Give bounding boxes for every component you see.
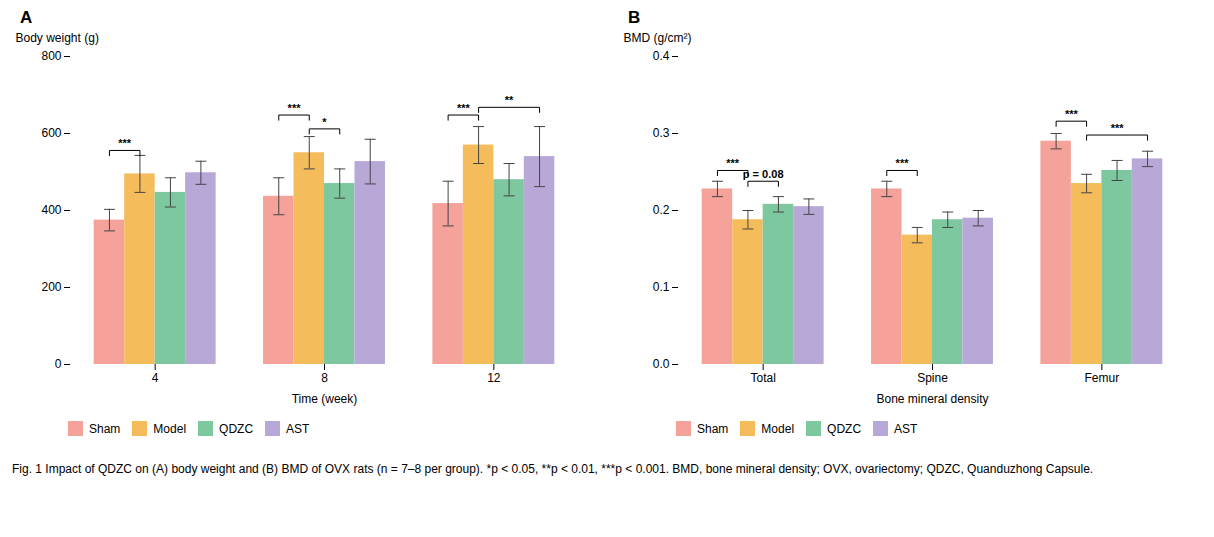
svg-text:p = 0.08: p = 0.08 <box>743 168 784 180</box>
html-text:QDZC: QDZC <box>827 421 861 436</box>
svg-text:***: *** <box>726 157 740 169</box>
svg-text:*: * <box>322 116 327 128</box>
svg-text:0.3: 0.3 <box>653 126 670 140</box>
html-text:A: A <box>20 8 33 27</box>
html-text:AST: AST <box>286 421 310 436</box>
svg-text:***: *** <box>118 137 132 149</box>
svg-text:***: *** <box>1111 122 1125 134</box>
svg-text:Time (week): Time (week) <box>292 392 358 406</box>
html-text:Model: Model <box>761 421 794 436</box>
svg-text:0.2: 0.2 <box>653 203 670 217</box>
svg-text:0.4: 0.4 <box>653 49 670 63</box>
svg-text:Bone mineral density: Bone mineral density <box>876 392 988 406</box>
svg-text:Total: Total <box>750 371 775 385</box>
svg-text:BMD (g/cm²): BMD (g/cm²) <box>624 31 692 45</box>
svg-text:***: *** <box>288 102 302 114</box>
svg-text:0: 0 <box>55 357 62 371</box>
svg-text:800: 800 <box>41 49 61 63</box>
svg-text:200: 200 <box>41 280 61 294</box>
svg-text:600: 600 <box>41 126 61 140</box>
svg-text:400: 400 <box>41 203 61 217</box>
svg-text:***: *** <box>896 157 910 169</box>
svg-text:12: 12 <box>487 371 501 385</box>
html-text:Model: Model <box>153 421 186 436</box>
svg-text:4: 4 <box>152 371 159 385</box>
svg-text:Body weight (g): Body weight (g) <box>16 31 99 45</box>
html-text:AST: AST <box>894 421 918 436</box>
svg-text:0.1: 0.1 <box>653 280 670 294</box>
svg-text:**: ** <box>505 94 514 106</box>
svg-text:0.0: 0.0 <box>653 357 670 371</box>
svg-text:***: *** <box>1065 108 1079 120</box>
svg-text:Spine: Spine <box>917 371 948 385</box>
svg-text:8: 8 <box>321 371 328 385</box>
html-text:Sham: Sham <box>89 421 121 436</box>
html-text:B: B <box>628 8 641 27</box>
html-text:Sham: Sham <box>697 421 729 436</box>
svg-text:Femur: Femur <box>1084 371 1119 385</box>
html-text:Fig. 1 Impact of QDZC on (A) b: Fig. 1 Impact of QDZC on (A) body weight… <box>12 462 1094 476</box>
html-text:QDZC: QDZC <box>219 421 253 436</box>
svg-text:***: *** <box>457 102 471 114</box>
